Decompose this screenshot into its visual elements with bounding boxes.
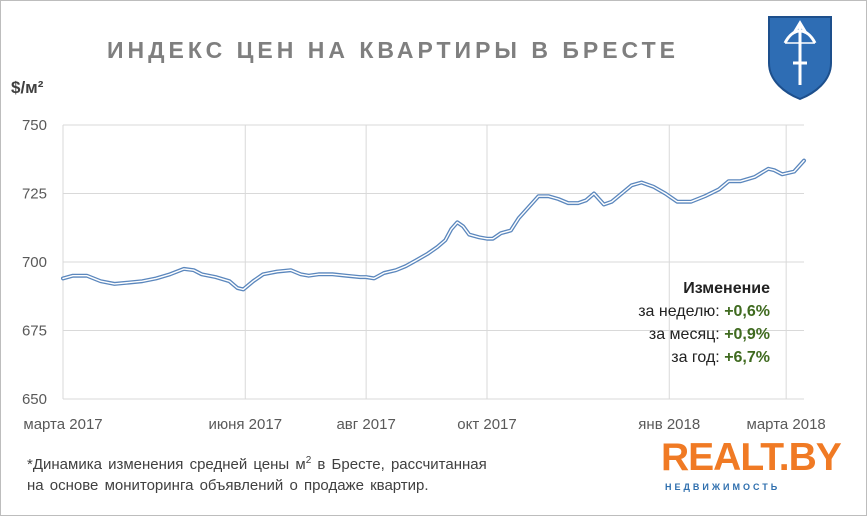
change-year-row: за год: +6,7% xyxy=(638,346,770,369)
series-line-inner xyxy=(62,159,805,291)
change-week-value: +0,6% xyxy=(724,303,770,320)
y-tick-label: 650 xyxy=(22,391,47,408)
series-line-outer xyxy=(61,158,806,292)
x-tick-label: марта 2018 xyxy=(747,416,826,433)
change-month-row: за месяц: +0,9% xyxy=(638,323,770,346)
change-year-value: +6,7% xyxy=(724,349,770,366)
y-tick-label: 675 xyxy=(22,323,47,340)
y-tick-label: 725 xyxy=(22,186,47,203)
x-tick-label: марта 2017 xyxy=(23,416,102,433)
footnote-line-1-text-end: в Бресте, рассчитанная xyxy=(311,456,487,473)
footnote-line-1: *Динамика изменения средней цены м2 в Бр… xyxy=(27,450,487,475)
x-tick-label: июня 2017 xyxy=(208,416,282,433)
footnote-line-2: на основе мониторинга объявлений о прода… xyxy=(27,477,429,494)
x-tick-label: окт 2017 xyxy=(457,416,516,433)
series-layer xyxy=(61,158,806,292)
footnote-line-1-text: *Динамика изменения средней цены м xyxy=(27,456,306,473)
footnote-superscript: 2 xyxy=(305,455,312,466)
x-tick-label: янв 2018 xyxy=(638,416,700,433)
change-header: Изменение xyxy=(683,280,770,297)
change-month-label: за месяц: xyxy=(648,326,720,343)
y-axis-ticks: 650 675 700 725 750 xyxy=(22,117,47,408)
realt-logo[interactable]: REALT.BY НЕДВИЖИМОСТЬ xyxy=(661,436,842,502)
y-tick-label: 700 xyxy=(22,254,47,271)
change-month-value: +0,9% xyxy=(724,326,770,343)
footnote: *Динамика изменения средней цены м2 в Бр… xyxy=(27,450,487,496)
change-week-row: за неделю: +0,6% xyxy=(638,300,770,323)
realt-logo-text: REALT.BY xyxy=(661,436,842,479)
change-year-label: за год: xyxy=(671,349,720,366)
change-summary: Изменение за неделю: +0,6% за месяц: +0,… xyxy=(638,277,770,369)
y-axis-unit-label: $/м² xyxy=(11,78,44,97)
realt-logo-subtext: НЕДВИЖИМОСТЬ xyxy=(665,482,781,492)
change-week-label: за неделю: xyxy=(638,303,720,320)
chart-title: ИНДЕКС ЦЕН НА КВАРТИРЫ В БРЕСТЕ xyxy=(107,37,679,63)
x-axis-ticks: марта 2017 июня 2017 авг 2017 окт 2017 янв 2… xyxy=(23,416,825,433)
grid-lines xyxy=(62,124,804,400)
brest-coat-of-arms-icon xyxy=(768,16,832,101)
x-tick-label: авг 2017 xyxy=(336,416,395,433)
y-tick-label: 750 xyxy=(22,117,47,134)
